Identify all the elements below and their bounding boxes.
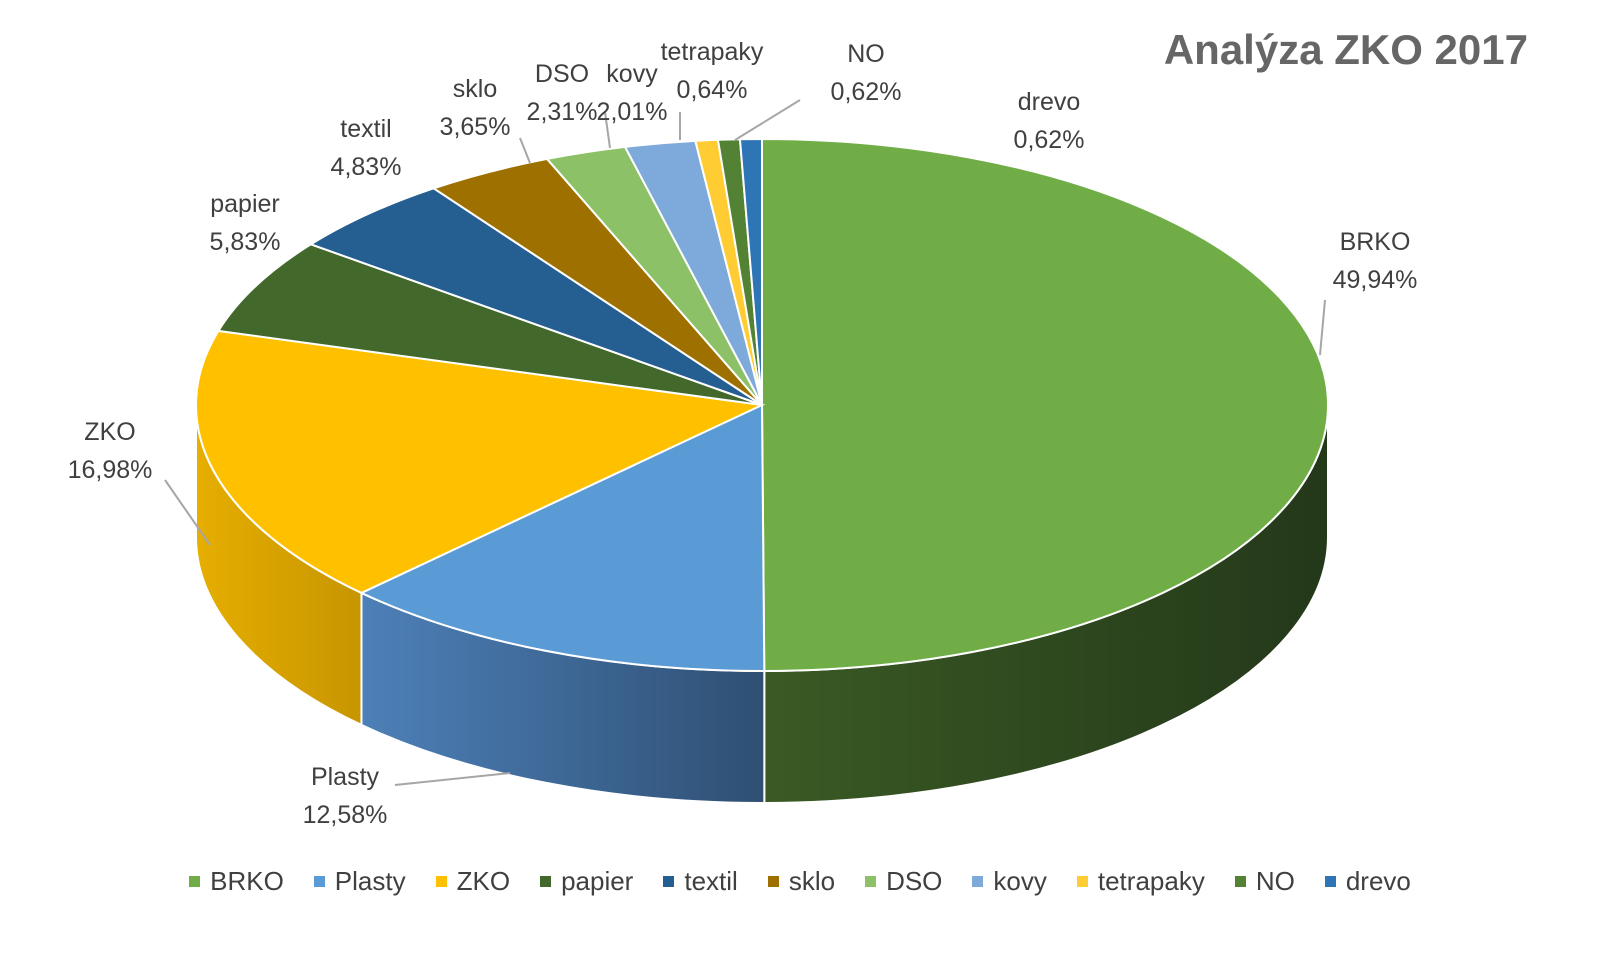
slice-name-label: Plasty [311, 763, 380, 791]
slice-name-label: NO [847, 40, 885, 68]
slice-name-label: BRKO [1340, 228, 1411, 256]
leader-line-BRKO [1319, 299, 1326, 356]
legend-item-Plasty: Plasty [313, 866, 406, 897]
legend-label: drevo [1345, 866, 1411, 896]
legend-item-DSO: DSO [865, 866, 942, 897]
slice-value-label: 12,58% [303, 801, 388, 829]
legend-item-textil: textil [663, 866, 738, 897]
leader-line-Plasty [394, 772, 511, 786]
legend-swatch [663, 876, 675, 887]
slice-papier [216, 243, 763, 406]
legend-label: ZKO [456, 866, 511, 896]
slice-value-label: 16,98% [68, 456, 153, 484]
legend-label: DSO [886, 866, 943, 896]
slice-value-label: 0,62% [1014, 126, 1085, 154]
legend-item-tetrapaky: tetrapaky [1076, 866, 1205, 897]
slice-name-label: sklo [453, 75, 497, 103]
slice-name-label: textil [340, 115, 391, 143]
leader-line-ZKO [164, 479, 211, 546]
legend-swatch [1234, 876, 1246, 887]
legend-swatch [189, 876, 201, 887]
slice-name-label: drevo [1018, 88, 1081, 116]
slice-Plasty [359, 403, 766, 672]
legend-swatch [1076, 876, 1088, 887]
slice-value-label: 49,94% [1333, 266, 1418, 294]
slice-textil [308, 187, 763, 406]
legend-label: BRKO [210, 866, 284, 896]
legend-item-kovy: kovy [972, 866, 1047, 897]
legend-label: textil [684, 866, 738, 896]
legend-swatch [1324, 876, 1336, 887]
slice-name-label: ZKO [84, 418, 135, 446]
legend-label: papier [561, 866, 634, 896]
leader-line-NO [734, 99, 801, 141]
legend-label: kovy [993, 866, 1047, 896]
legend-item-NO: NO [1234, 866, 1295, 897]
legend-label: NO [1255, 866, 1295, 896]
legend-swatch [865, 876, 877, 887]
legend-swatch [435, 876, 447, 887]
legend-swatch [540, 876, 552, 887]
slice-value-label: 0,64% [677, 76, 748, 104]
legend-swatch [313, 876, 325, 887]
legend-label: tetrapaky [1097, 866, 1205, 896]
slice-value-label: 3,65% [440, 113, 511, 141]
legend-swatch [972, 876, 984, 887]
chart-legend: BRKO Plasty ZKO papier textil sklo DSO kovy tetr… [0, 866, 1600, 897]
legend-item-papier: papier [540, 866, 633, 897]
slice-value-label: 0,62% [831, 78, 902, 106]
legend-label: sklo [788, 866, 836, 896]
legend-item-ZKO: ZKO [435, 866, 511, 897]
slice-name-label: papier [210, 190, 280, 218]
legend-item-drevo: drevo [1324, 866, 1411, 897]
legend-swatch [767, 876, 779, 887]
slice-BRKO [761, 137, 1330, 673]
chart-title: Analýza ZKO 2017 [1163, 26, 1528, 73]
slice-name-label: kovy [606, 60, 658, 88]
slice-value-label: 2,31% [527, 98, 598, 126]
slice-drevo [738, 137, 763, 406]
slice-value-label: 4,83% [331, 153, 402, 181]
leader-line-sklo [519, 137, 531, 164]
slice-name-label: tetrapaky [661, 38, 764, 66]
leader-line-kovy [604, 111, 611, 149]
slice-ZKO [195, 329, 766, 595]
legend-item-BRKO: BRKO [189, 866, 284, 897]
slice-value-label: 2,01% [597, 98, 668, 126]
legend-item-sklo: sklo [767, 866, 836, 897]
slice-name-label: DSO [535, 60, 589, 88]
slice-value-label: 5,83% [210, 228, 281, 256]
legend-label: Plasty [334, 866, 406, 896]
